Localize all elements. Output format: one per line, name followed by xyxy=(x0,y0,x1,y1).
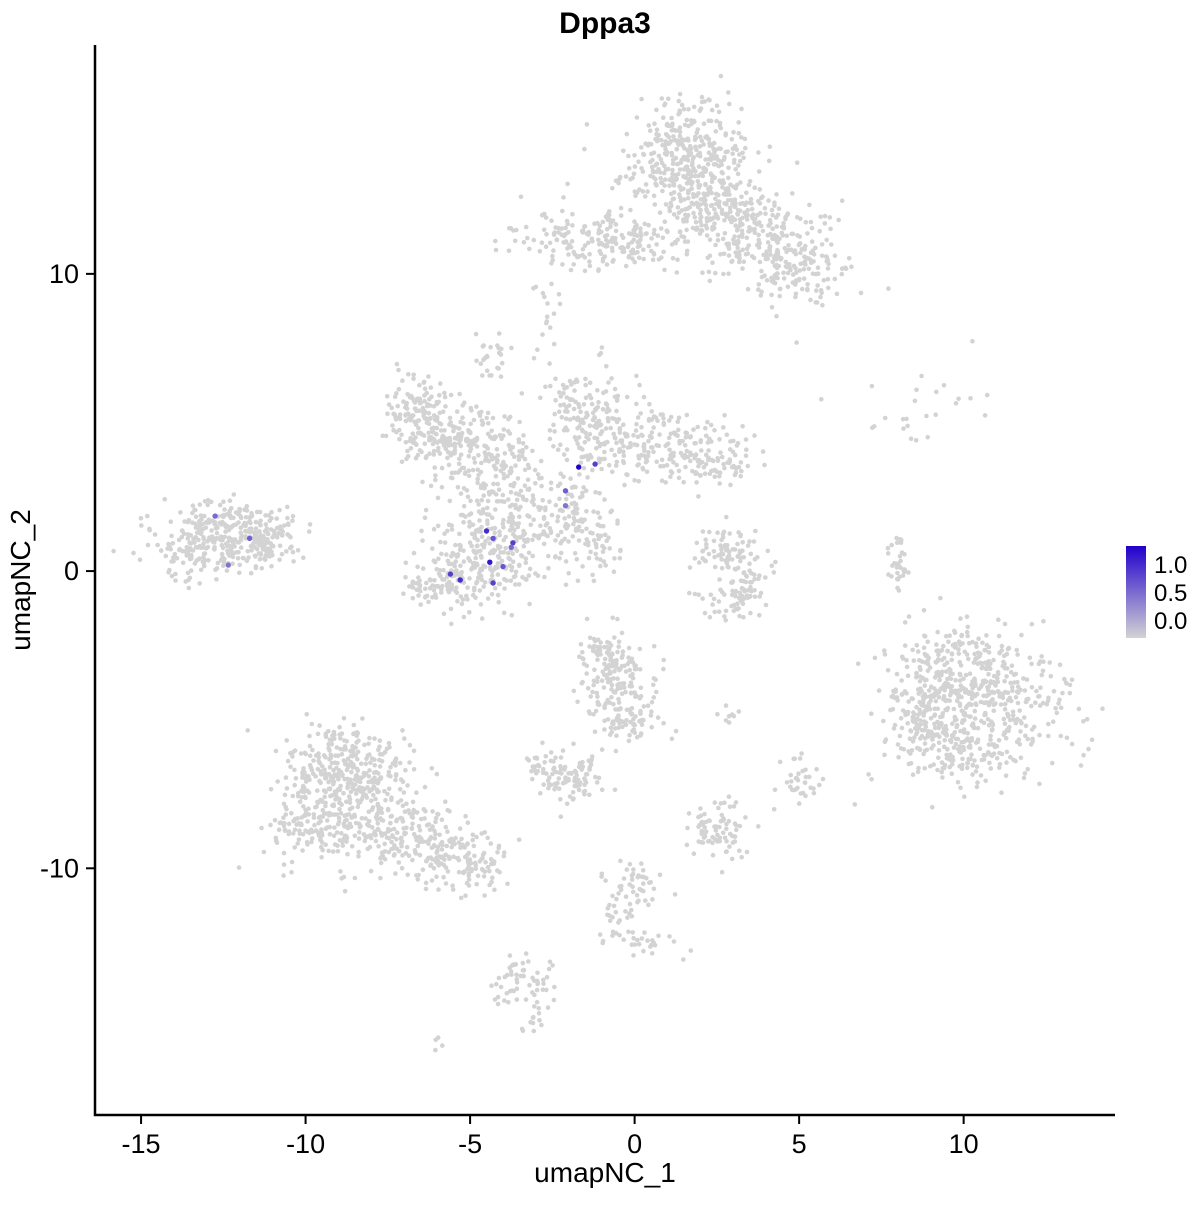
x-axis-label: umapNC_1 xyxy=(534,1157,676,1188)
expressed-cell-point xyxy=(500,564,505,569)
x-axis: -15 -10 -5 0 5 10 xyxy=(122,1115,979,1159)
expressed-cell-point xyxy=(490,580,495,585)
x-tick-label: 5 xyxy=(792,1129,807,1159)
y-tick-label: 10 xyxy=(49,259,79,289)
scatter-points xyxy=(111,74,1104,1053)
expressed-cell-point xyxy=(458,577,463,582)
y-axis-label: umapNC_2 xyxy=(5,509,36,651)
x-tick-label: -15 xyxy=(122,1129,161,1159)
expressed-cell-point xyxy=(448,571,453,576)
legend-label-mid: 0.5 xyxy=(1154,580,1187,607)
plot-title: Dppa3 xyxy=(559,7,651,40)
expressed-cell-point xyxy=(484,528,489,533)
expressed-cell-point xyxy=(226,562,231,567)
legend-colorbar xyxy=(1126,546,1146,638)
expressed-cell-point xyxy=(576,464,581,469)
expressed-cell-point xyxy=(563,503,568,508)
expressed-cell-point xyxy=(212,513,217,518)
expressed-cell-point xyxy=(592,461,597,466)
x-tick-label: 0 xyxy=(627,1129,642,1159)
expressed-cell-point xyxy=(509,545,514,550)
y-tick-label: -10 xyxy=(40,853,79,883)
legend: 1.0 0.5 0.0 xyxy=(1126,546,1187,638)
y-tick-label: 0 xyxy=(64,556,79,586)
expressed-cell-point xyxy=(247,536,252,541)
x-tick-label: -5 xyxy=(458,1129,482,1159)
legend-label-low: 0.0 xyxy=(1154,608,1187,635)
expressed-cell-point xyxy=(563,488,568,493)
axis-lines xyxy=(95,45,1115,1115)
x-tick-label: -10 xyxy=(286,1129,325,1159)
expressed-cell-point xyxy=(490,536,495,541)
legend-label-high: 1.0 xyxy=(1154,552,1187,579)
y-axis: -10 0 10 xyxy=(40,259,95,883)
expressed-cell-point xyxy=(487,560,492,565)
x-tick-label: 10 xyxy=(949,1129,979,1159)
